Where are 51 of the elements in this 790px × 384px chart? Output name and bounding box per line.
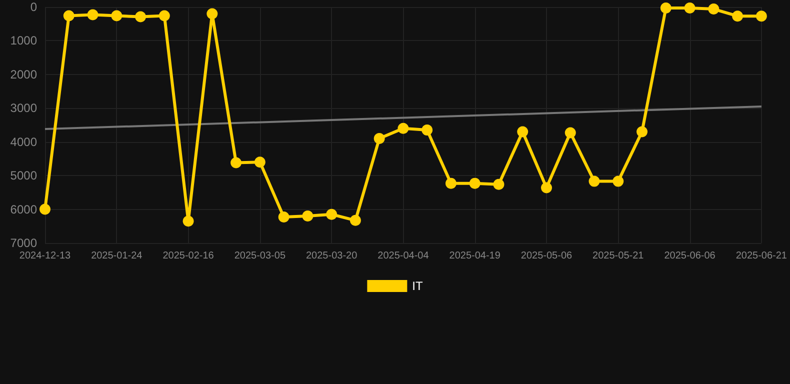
x-tick-label: 2024-12-13 <box>19 250 72 262</box>
x-tick-label: 2025-05-06 <box>520 250 573 262</box>
point <box>684 2 696 14</box>
point <box>541 182 552 194</box>
y-tick-label: 4000 <box>10 134 38 149</box>
point <box>158 10 170 22</box>
x-tick-label: 2025-05-21 <box>592 250 644 262</box>
point <box>254 156 266 168</box>
point <box>517 126 528 138</box>
point <box>756 10 767 22</box>
y-tick-label: 7000 <box>10 236 38 250</box>
point <box>135 11 146 22</box>
point <box>111 10 122 22</box>
point <box>326 208 338 220</box>
x-tick-label: 2025-03-20 <box>306 250 358 262</box>
point <box>182 216 194 227</box>
x-tick-label: 2025-06-21 <box>736 250 788 262</box>
x-tick-label: 2025-06-06 <box>664 250 716 262</box>
point <box>636 126 648 138</box>
y-tick-label: 2000 <box>10 67 38 82</box>
point <box>230 157 242 168</box>
point <box>564 127 576 138</box>
y-tick-label: 1000 <box>10 34 38 48</box>
point <box>278 212 290 223</box>
point <box>708 4 720 15</box>
point <box>469 178 480 189</box>
x-tick-label: 2025-02-16 <box>162 250 214 262</box>
point <box>350 214 361 226</box>
x-tick-label: 2025-04-04 <box>378 250 430 262</box>
point <box>445 178 456 189</box>
point <box>588 176 600 187</box>
x-tick-label: 2025-03-05 <box>234 250 286 262</box>
point <box>493 178 504 190</box>
x-tick-label: 2025-01-24 <box>91 250 143 262</box>
point <box>206 8 218 20</box>
point <box>302 210 314 222</box>
y-tick-label: 3000 <box>10 101 38 116</box>
y-tick-label: 0 <box>30 0 38 14</box>
point <box>612 176 624 187</box>
point <box>374 132 385 144</box>
point <box>87 9 98 20</box>
y-tick-label: 5000 <box>10 168 38 183</box>
point <box>63 10 74 22</box>
y-tick-label: 6000 <box>10 202 38 216</box>
x-tick-label: 2025-04-19 <box>449 250 501 262</box>
point <box>398 122 409 134</box>
point <box>40 204 50 215</box>
point <box>660 2 672 14</box>
point <box>732 10 744 22</box>
legend-label: IT <box>412 279 424 293</box>
point <box>422 124 433 136</box>
